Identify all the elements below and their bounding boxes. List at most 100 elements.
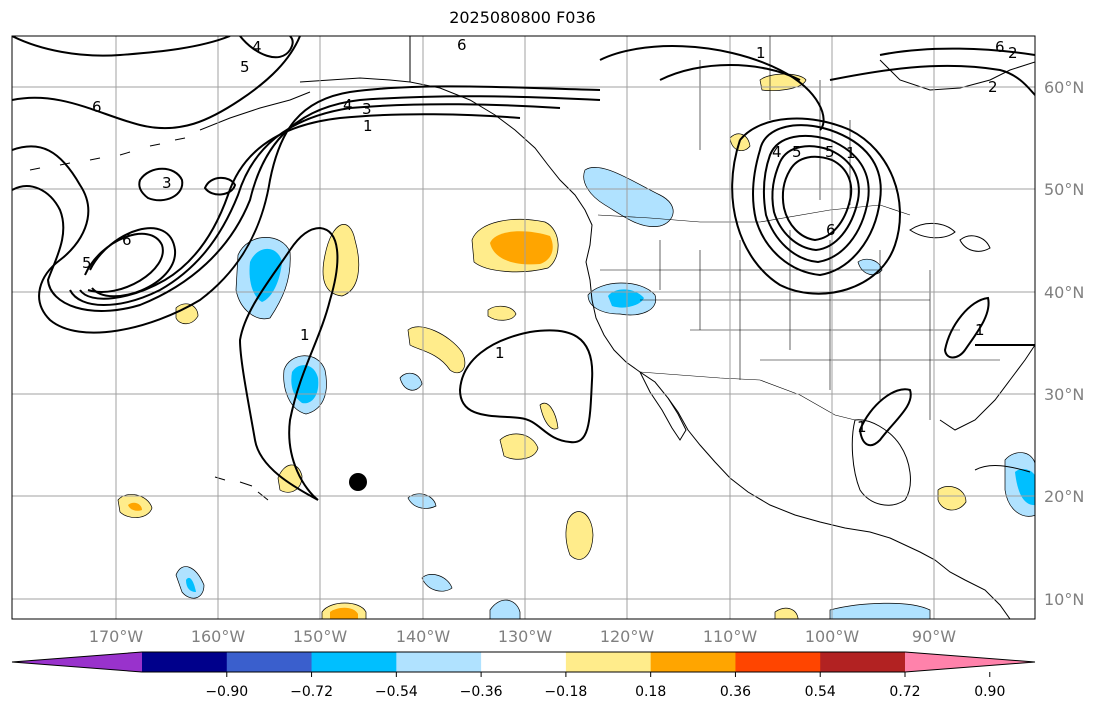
- contour-line: [771, 145, 860, 252]
- colorbar-segment: [820, 652, 906, 672]
- contour-labels: 6 4 5 4 3 1 3 6 5 6 4 5 6 1 6 2 2 5 1 1 …: [82, 36, 1018, 436]
- anomaly-blob: [407, 493, 437, 509]
- anomaly-blob: [407, 326, 466, 374]
- colorbar-segment: [311, 652, 397, 672]
- anomaly-blob: [249, 248, 282, 302]
- lat-tick-labels: 60°N 50°N 40°N 30°N 20°N 10°N: [1044, 78, 1084, 609]
- contour-line: [943, 296, 990, 359]
- anomaly-blob: [583, 166, 674, 228]
- lon-tick-label: 160°W: [191, 627, 246, 646]
- contour-label: 4: [772, 143, 782, 161]
- contour-line: [69, 103, 561, 306]
- contour-line: [12, 36, 301, 130]
- coastline: [879, 59, 1035, 91]
- contour-label: 1: [857, 418, 867, 436]
- lat-tick-label: 30°N: [1044, 385, 1084, 404]
- anomaly-blob: [128, 502, 142, 511]
- lat-tick-label: 10°N: [1044, 590, 1084, 609]
- anomaly-blob: [857, 258, 883, 276]
- colorbar-segment: [735, 652, 821, 672]
- coastline: [851, 419, 911, 506]
- contour-label: 5: [240, 58, 250, 76]
- contour-line: [89, 227, 177, 298]
- contour-line: [659, 64, 801, 81]
- colorbar-tick-label: −0.72: [290, 684, 333, 700]
- anomaly-blob: [330, 607, 358, 619]
- shaded-anomalies: [117, 73, 1035, 619]
- contour-line: [238, 226, 339, 501]
- contour-label: 6: [826, 221, 836, 239]
- contour-label: 3: [362, 100, 372, 118]
- coastline: [939, 344, 1035, 431]
- colorbar-tick-label: 0.36: [720, 684, 751, 700]
- anomaly-blob: [487, 305, 517, 321]
- contour-line: [781, 155, 853, 242]
- contour-line: [138, 167, 184, 202]
- coastline: [909, 223, 956, 239]
- lon-tick-label: 100°W: [805, 627, 860, 646]
- lon-tick-label: 140°W: [396, 627, 451, 646]
- colorbar-segment: [650, 652, 736, 672]
- gridlines: [12, 36, 1035, 619]
- border-us-mexico: [639, 371, 856, 421]
- border-canada: [699, 36, 851, 205]
- lon-tick-labels: 170°W 160°W 150°W 140°W 130°W 120°W 110°…: [89, 627, 956, 646]
- coastline: [409, 36, 1011, 619]
- contour-line: [879, 47, 1035, 56]
- lon-tick-label: 130°W: [498, 627, 553, 646]
- plot-title: 2025080800 F036: [449, 8, 596, 27]
- colorbar-extend-high: [905, 652, 1035, 672]
- contour-label: 6: [122, 231, 132, 249]
- contour-label: 1: [846, 144, 856, 162]
- lon-tick-label: 170°W: [89, 627, 144, 646]
- colorbar-tick-label: 0.54: [805, 684, 836, 700]
- lon-tick-label: 90°W: [912, 627, 956, 646]
- anomaly-blob: [539, 402, 559, 430]
- contour-label: 6: [995, 38, 1005, 56]
- contour-line: [858, 388, 912, 447]
- contour-label: 1: [975, 321, 985, 339]
- colorbar-extend-low: [12, 652, 142, 672]
- lon-tick-label: 110°W: [703, 627, 758, 646]
- contour-label: 3: [162, 174, 172, 192]
- colorbar-segment: [142, 652, 228, 672]
- contour-label: 6: [457, 36, 467, 54]
- contour-label: 1: [363, 117, 373, 135]
- coastline: [199, 91, 311, 131]
- contour-line: [599, 45, 825, 131]
- contour-label: 5: [82, 254, 92, 272]
- anomaly-blob: [490, 231, 553, 265]
- colorbar-tick-label: 0.18: [635, 684, 666, 700]
- colorbar-outline: [11, 651, 1036, 673]
- coastline: [639, 371, 687, 441]
- contour-label: 4: [343, 96, 353, 114]
- anomaly-blob: [421, 574, 453, 592]
- anomaly-blob: [399, 372, 423, 391]
- contour-line: [829, 64, 1035, 96]
- lon-tick-label: 120°W: [600, 627, 655, 646]
- anomaly-blob: [277, 464, 303, 493]
- colorbar-tick-label: −0.18: [544, 684, 587, 700]
- colorbar-tick-label: −0.54: [375, 684, 418, 700]
- borders: [597, 36, 1000, 421]
- contour-label: 2: [1008, 44, 1018, 62]
- contour-label: 1: [756, 44, 766, 62]
- contour-label: 4: [252, 38, 262, 56]
- colorbar-tick-label: −0.90: [205, 684, 248, 700]
- coastline: [959, 235, 991, 252]
- contour-label: 1: [300, 326, 310, 344]
- location-marker: [349, 473, 367, 491]
- anomaly-blob: [175, 303, 199, 325]
- map-background: [12, 36, 1035, 619]
- colorbar-tick-label: 0.90: [974, 684, 1005, 700]
- contour-label: 5: [792, 143, 802, 161]
- contour-label: 5: [825, 143, 835, 161]
- anomaly-blob: [565, 511, 594, 560]
- coastline: [974, 465, 1031, 473]
- contour-label: 1: [495, 344, 505, 362]
- lat-tick-label: 40°N: [1044, 283, 1084, 302]
- anomaly-blob: [499, 433, 539, 460]
- anomaly-blob: [829, 602, 931, 619]
- anomaly-blob: [774, 607, 799, 619]
